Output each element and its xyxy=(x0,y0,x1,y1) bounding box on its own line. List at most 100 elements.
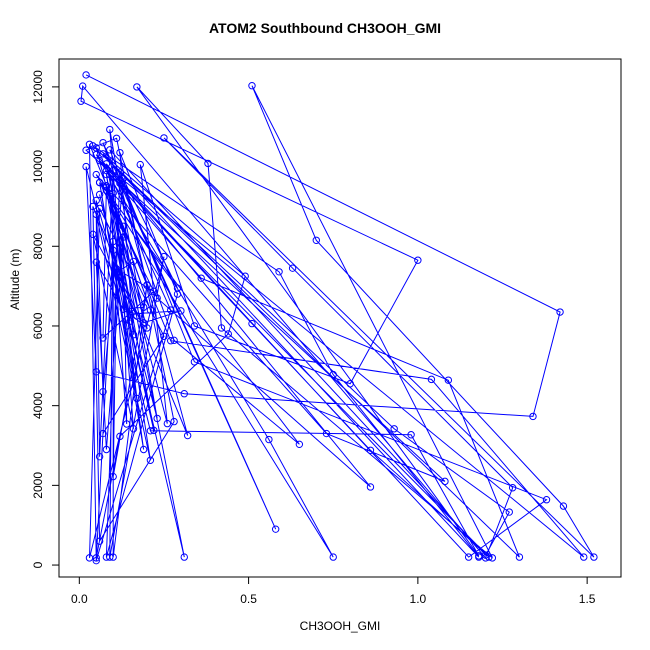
data-point xyxy=(95,204,104,213)
data-point xyxy=(89,230,97,239)
data-point xyxy=(133,83,141,91)
data-point xyxy=(407,431,415,439)
data-point xyxy=(126,317,134,325)
data-point xyxy=(346,380,354,388)
data-point xyxy=(78,82,87,90)
data-point xyxy=(99,388,107,396)
data-point xyxy=(217,324,226,332)
data-point xyxy=(116,179,124,188)
data-point xyxy=(92,210,100,219)
data-point xyxy=(89,202,97,211)
data-point xyxy=(92,196,100,205)
data-point xyxy=(133,312,141,320)
data-point xyxy=(99,138,107,147)
data-point xyxy=(224,330,232,338)
data-point xyxy=(109,472,117,481)
y-tick-label: 8000 xyxy=(31,233,45,260)
x-tick-label: 1.5 xyxy=(579,592,596,606)
data-point xyxy=(102,182,111,190)
data-point xyxy=(102,445,111,454)
data-point xyxy=(92,368,100,376)
data-point xyxy=(183,431,192,440)
data-point xyxy=(481,551,490,559)
data-point xyxy=(95,178,104,187)
data-point xyxy=(82,71,90,79)
data-point xyxy=(180,390,188,398)
data-point xyxy=(150,426,158,435)
data-point xyxy=(136,160,144,169)
data-point xyxy=(153,294,161,302)
data-point xyxy=(590,553,598,561)
data-point xyxy=(197,274,205,282)
data-point xyxy=(92,150,100,159)
data-point xyxy=(329,553,337,561)
data-point xyxy=(123,322,131,330)
data-point xyxy=(150,287,158,296)
data-point xyxy=(580,553,588,561)
data-point xyxy=(95,537,104,545)
data-point xyxy=(167,337,175,345)
data-point xyxy=(153,414,161,423)
data-point xyxy=(556,308,564,316)
data-point xyxy=(92,258,100,266)
data-point xyxy=(366,483,375,491)
x-tick-label: 0.0 xyxy=(71,592,88,606)
data-point xyxy=(160,134,168,142)
data-point xyxy=(241,272,249,280)
data-point xyxy=(288,264,297,272)
data-point xyxy=(106,553,114,561)
data-point xyxy=(464,553,473,561)
data-point xyxy=(112,134,121,142)
data-point xyxy=(312,236,321,245)
data-point xyxy=(515,553,524,561)
data-point xyxy=(119,174,128,183)
data-point xyxy=(109,237,117,246)
y-tick-label: 6000 xyxy=(31,312,45,339)
data-point xyxy=(85,554,94,562)
x-tick-label: 1.0 xyxy=(410,592,427,606)
data-point xyxy=(123,420,131,428)
data-point xyxy=(133,394,141,403)
data-point xyxy=(92,556,100,565)
data-point xyxy=(441,477,449,486)
data-point xyxy=(129,257,138,266)
data-point xyxy=(112,269,121,277)
data-point xyxy=(170,417,178,426)
y-tick-label: 10000 xyxy=(31,150,45,184)
data-point xyxy=(505,508,513,516)
data-point xyxy=(109,189,117,197)
data-point xyxy=(143,281,151,289)
data-point xyxy=(95,156,104,165)
data-point xyxy=(322,429,331,438)
data-point xyxy=(559,502,568,510)
data-point xyxy=(366,446,375,454)
data-point xyxy=(129,331,138,339)
data-point xyxy=(173,284,182,292)
data-point xyxy=(295,440,304,449)
data-point xyxy=(82,146,90,154)
data-point xyxy=(248,81,256,90)
y-tick-label: 2000 xyxy=(31,472,45,499)
data-point xyxy=(139,303,148,311)
data-point xyxy=(271,525,280,533)
series-line xyxy=(80,74,595,561)
data-point xyxy=(119,233,128,241)
data-point xyxy=(102,160,111,168)
data-point xyxy=(146,427,155,435)
data-point xyxy=(529,412,537,421)
data-point xyxy=(329,370,337,379)
data-point xyxy=(190,322,199,330)
data-point xyxy=(99,334,107,342)
y-tick-label: 4000 xyxy=(31,392,45,419)
data-point xyxy=(116,148,124,157)
data-point xyxy=(143,324,151,332)
data-point xyxy=(106,125,114,134)
data-point xyxy=(129,425,138,433)
data-point xyxy=(163,419,172,428)
x-tick-label: 0.5 xyxy=(240,592,257,606)
data-point xyxy=(139,445,148,454)
data-point xyxy=(444,376,453,384)
data-point xyxy=(119,305,128,313)
data-point xyxy=(102,170,111,179)
